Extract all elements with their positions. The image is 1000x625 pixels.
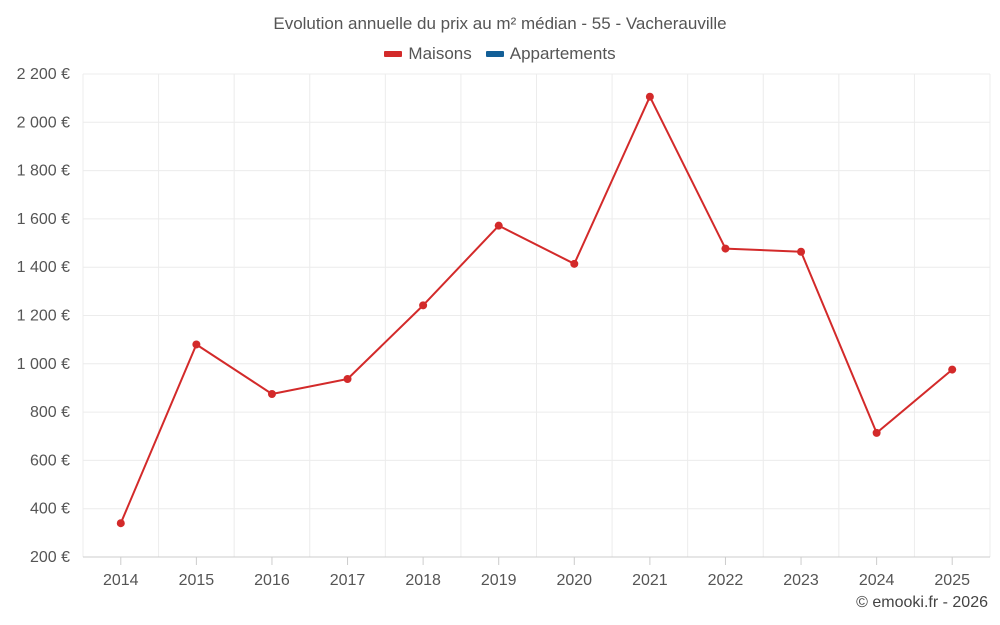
legend-swatch-maisons bbox=[384, 51, 403, 57]
data-point bbox=[721, 244, 730, 253]
data-point bbox=[192, 340, 201, 349]
y-tick-label: 400 € bbox=[30, 501, 70, 518]
data-point bbox=[343, 375, 352, 384]
credit-text: © emooki.fr - 2026 bbox=[856, 594, 988, 611]
data-point bbox=[116, 519, 125, 528]
series-layer bbox=[116, 92, 957, 528]
x-tick-label: 2022 bbox=[708, 572, 744, 589]
y-tick-label: 2 000 € bbox=[17, 114, 70, 131]
x-tick-label: 2017 bbox=[330, 572, 366, 589]
x-tick-label: 2015 bbox=[179, 572, 215, 589]
x-tick-label: 2016 bbox=[254, 572, 290, 589]
data-point bbox=[948, 365, 957, 374]
data-point bbox=[570, 259, 579, 268]
legend-label-appartements: Appartements bbox=[509, 44, 616, 63]
data-point bbox=[797, 247, 806, 256]
axis-layer: 200 € 400 € 600 € 800 € 1 000 € 1 200 € 1 400 … bbox=[17, 66, 990, 589]
y-tick-label: 600 € bbox=[30, 452, 70, 469]
x-tick-label: 2014 bbox=[103, 572, 139, 589]
x-tick-label: 2021 bbox=[632, 572, 668, 589]
legend: Maisons Appartements bbox=[0, 44, 1000, 64]
y-tick-label: 1 600 € bbox=[17, 211, 70, 228]
x-tick-label: 2025 bbox=[934, 572, 970, 589]
data-point bbox=[872, 428, 881, 437]
grid-layer bbox=[82, 73, 991, 558]
y-tick-label: 1 400 € bbox=[17, 259, 70, 276]
legend-item-maisons[interactable]: Maisons bbox=[384, 44, 472, 64]
chart-title: Evolution annuelle du prix au m² médian … bbox=[273, 14, 727, 33]
legend-swatch-appartements bbox=[485, 51, 504, 57]
y-tick-label: 2 200 € bbox=[17, 66, 70, 83]
data-point bbox=[494, 221, 503, 230]
legend-item-appartements[interactable]: Appartements bbox=[485, 44, 616, 64]
y-tick-label: 200 € bbox=[30, 549, 70, 566]
y-tick-label: 1 000 € bbox=[17, 356, 70, 373]
x-tick-label: 2023 bbox=[783, 572, 819, 589]
data-point bbox=[419, 301, 428, 310]
data-point bbox=[645, 92, 654, 101]
y-tick-label: 800 € bbox=[30, 404, 70, 421]
data-point bbox=[267, 389, 276, 398]
x-tick-label: 2020 bbox=[556, 572, 592, 589]
y-tick-label: 1 200 € bbox=[17, 308, 70, 325]
y-tick-label: 1 800 € bbox=[17, 163, 70, 180]
x-tick-label: 2018 bbox=[405, 572, 441, 589]
legend-label-maisons: Maisons bbox=[408, 44, 472, 63]
x-tick-label: 2024 bbox=[859, 572, 895, 589]
series-line-maisons bbox=[119, 95, 953, 524]
x-tick-label: 2019 bbox=[481, 572, 517, 589]
